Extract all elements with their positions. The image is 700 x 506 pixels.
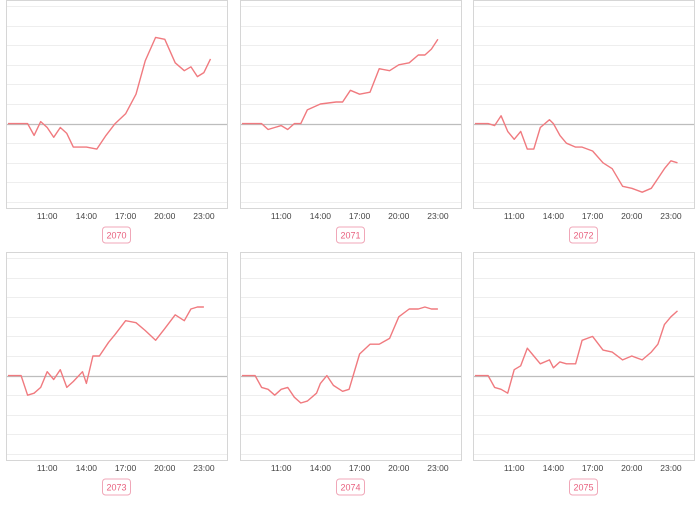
x-tick-label: 17:00: [115, 211, 137, 221]
chart-panel-2072: 11:00 14:00 17:00 20:00 23:00 2072: [473, 0, 695, 244]
x-tick-label: 11:00: [504, 211, 525, 221]
title-badge: [336, 478, 365, 496]
x-tick-label: 14:00: [76, 211, 98, 221]
panel-frame: [473, 0, 695, 209]
chart-title: 2075: [573, 483, 593, 493]
x-tick-label: 14:00: [76, 463, 98, 473]
chart-title: 2074: [340, 483, 360, 493]
x-tick-label: 23:00: [660, 463, 682, 473]
x-tick-label: 20:00: [621, 211, 643, 221]
x-tick-label: 23:00: [427, 211, 449, 221]
panel-frame: [6, 0, 228, 209]
x-tick-label: 14:00: [310, 463, 332, 473]
x-tick-label: 23:00: [193, 211, 215, 221]
x-tick-label: 20:00: [154, 463, 176, 473]
chart-panel-2073: 11:00 14:00 17:00 20:00 23:00 2073: [6, 252, 228, 496]
chart-panel-2075: 11:00 14:00 17:00 20:00 23:00 2075: [473, 252, 695, 496]
x-tick-label: 14:00: [543, 463, 565, 473]
chart-title: 2071: [340, 231, 360, 241]
x-tick-label: 11:00: [504, 463, 525, 473]
x-tick-label: 23:00: [427, 463, 449, 473]
x-tick-label: 23:00: [193, 463, 215, 473]
chart-panel-2071: 11:00 14:00 17:00 20:00 23:00 2071: [240, 0, 462, 244]
x-tick-label: 17:00: [115, 463, 137, 473]
series-line: [475, 310, 678, 394]
title-badge: [336, 226, 365, 244]
x-tick-label: 17:00: [349, 463, 371, 473]
series-line: [8, 36, 212, 150]
chart-panel-2074: 11:00 14:00 17:00 20:00 23:00 2074: [240, 252, 462, 496]
x-tick-label: 17:00: [349, 211, 371, 221]
panel-frame: [240, 252, 462, 461]
title-badge: [102, 478, 131, 496]
series-line: [475, 115, 678, 193]
x-tick-label: 11:00: [37, 463, 58, 473]
panel-frame: [240, 0, 462, 209]
x-tick-label: 20:00: [154, 211, 176, 221]
panel-frame: [6, 252, 228, 461]
series-line: [242, 38, 439, 131]
chart-title: 2073: [106, 483, 126, 493]
series-line: [242, 306, 438, 404]
panel-frame: [473, 252, 695, 461]
x-tick-label: 17:00: [582, 463, 604, 473]
chart-title: 2072: [573, 231, 593, 241]
x-tick-label: 11:00: [37, 211, 58, 221]
x-tick-label: 11:00: [271, 463, 292, 473]
title-badge: [569, 478, 598, 496]
x-tick-label: 17:00: [582, 211, 604, 221]
title-badge: [569, 226, 598, 244]
x-tick-label: 20:00: [388, 463, 410, 473]
series-line: [8, 306, 204, 396]
chart-panel-2070: 11:00 14:00 17:00 20:00 23:00 2070: [6, 0, 228, 244]
x-tick-label: 11:00: [271, 211, 292, 221]
chart-title: 2070: [106, 231, 126, 241]
title-badge: [102, 226, 131, 244]
x-tick-label: 14:00: [310, 211, 332, 221]
x-tick-label: 20:00: [621, 463, 643, 473]
x-tick-label: 14:00: [543, 211, 565, 221]
x-tick-label: 20:00: [388, 211, 410, 221]
x-tick-label: 23:00: [660, 211, 682, 221]
